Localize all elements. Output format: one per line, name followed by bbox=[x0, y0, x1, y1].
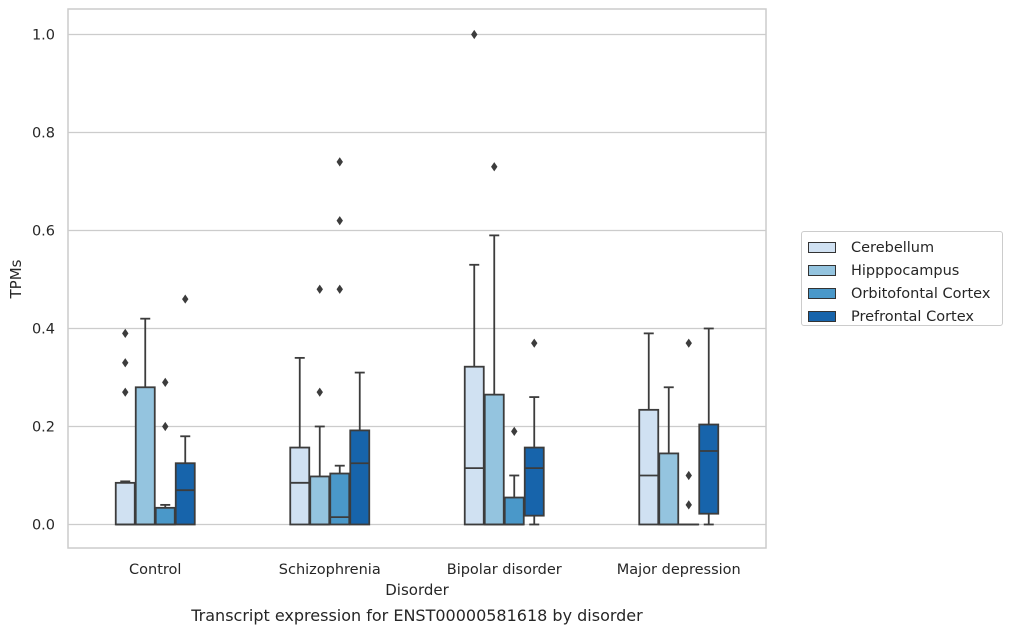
box-orbitofontal-cortex bbox=[503, 426, 525, 526]
legend-item: Orbitofontal Cortex bbox=[808, 282, 1002, 305]
box bbox=[638, 408, 660, 526]
box-prefrontal-cortex bbox=[349, 371, 371, 526]
x-tick-label: Major depression bbox=[617, 562, 741, 578]
outlier-point bbox=[511, 426, 518, 436]
box-hipppocampus bbox=[309, 284, 331, 526]
box bbox=[658, 452, 680, 526]
outlier-point bbox=[336, 284, 343, 294]
x-axis-label: Disorder bbox=[385, 581, 449, 599]
box bbox=[463, 365, 485, 526]
y-tick-label: 1.0 bbox=[32, 27, 55, 43]
legend-label: Orbitofontal Cortex bbox=[851, 285, 991, 302]
box-orbitofontal-cortex bbox=[154, 377, 176, 526]
box-prefrontal-cortex bbox=[523, 338, 545, 526]
outlier-point bbox=[316, 284, 323, 294]
legend-item: Cerebellum bbox=[808, 236, 1002, 259]
legend-item: Hipppocampus bbox=[808, 259, 1002, 282]
outlier-point bbox=[531, 338, 538, 348]
legend-item: Prefrontal Cortex bbox=[808, 305, 1002, 328]
figure-caption: Transcript expression for ENST0000058161… bbox=[191, 606, 643, 625]
box bbox=[698, 423, 720, 515]
outlier-point bbox=[182, 294, 189, 304]
box bbox=[309, 475, 331, 526]
outlier-point bbox=[122, 328, 129, 338]
box-cerebellum bbox=[289, 356, 311, 526]
legend-swatch bbox=[808, 288, 836, 299]
outlier-point bbox=[316, 387, 323, 397]
box bbox=[329, 472, 351, 526]
box bbox=[349, 429, 371, 526]
x-tick-labels: Control Schizophrenia Bipolar disorder Majo… bbox=[129, 562, 741, 578]
outlier-point bbox=[471, 29, 478, 40]
box-orbitofontal-cortex bbox=[329, 157, 351, 526]
box bbox=[154, 506, 176, 526]
x-tick-label: Control bbox=[129, 562, 181, 578]
box-prefrontal-cortex bbox=[174, 294, 196, 526]
box-series bbox=[114, 29, 720, 526]
y-tick-labels: 0.0 0.2 0.4 0.6 0.8 1.0 bbox=[32, 27, 55, 533]
box-hipppocampus bbox=[658, 386, 680, 526]
plot-frame bbox=[67, 8, 767, 549]
outlier-point bbox=[162, 421, 169, 432]
outlier-point bbox=[336, 157, 343, 167]
outlier-point bbox=[336, 216, 343, 226]
box bbox=[503, 496, 525, 526]
legend-label: Prefrontal Cortex bbox=[851, 308, 974, 325]
outlier-point bbox=[122, 387, 129, 397]
y-tick-label: 0.0 bbox=[32, 517, 55, 533]
outlier-point bbox=[122, 358, 129, 368]
box-orbitofontal-cortex bbox=[678, 338, 700, 526]
y-tick-label: 0.6 bbox=[32, 223, 55, 239]
box bbox=[134, 386, 156, 526]
box bbox=[114, 481, 136, 526]
outlier-point bbox=[685, 338, 692, 348]
y-tick-label: 0.8 bbox=[32, 125, 55, 141]
legend-swatch bbox=[808, 311, 836, 322]
box-hipppocampus bbox=[483, 162, 505, 526]
box-cerebellum bbox=[114, 328, 136, 526]
outlier-point bbox=[685, 500, 692, 510]
box bbox=[483, 393, 505, 526]
legend: Cerebellum Hipppocampus Orbitofontal Corte… bbox=[801, 231, 1003, 326]
x-tick-label: Bipolar disorder bbox=[447, 562, 562, 578]
legend-label: Cerebellum bbox=[851, 239, 935, 256]
outlier-point bbox=[162, 377, 169, 387]
box-cerebellum bbox=[463, 29, 485, 526]
box-cerebellum bbox=[638, 332, 660, 526]
box-hipppocampus bbox=[134, 317, 156, 526]
y-gridlines bbox=[68, 33, 766, 526]
legend-swatch bbox=[808, 265, 836, 276]
y-tick-label: 0.2 bbox=[32, 419, 55, 435]
x-tick-label: Schizophrenia bbox=[279, 562, 381, 578]
legend-label: Hipppocampus bbox=[851, 262, 960, 279]
box-prefrontal-cortex bbox=[698, 327, 720, 526]
y-tick-label: 0.4 bbox=[32, 321, 55, 337]
outlier-point bbox=[685, 470, 692, 481]
legend-swatch bbox=[808, 242, 836, 253]
y-axis-label: TPMs bbox=[7, 259, 25, 299]
box bbox=[289, 446, 311, 526]
box bbox=[174, 462, 196, 526]
outlier-point bbox=[491, 162, 498, 172]
box bbox=[523, 446, 545, 517]
